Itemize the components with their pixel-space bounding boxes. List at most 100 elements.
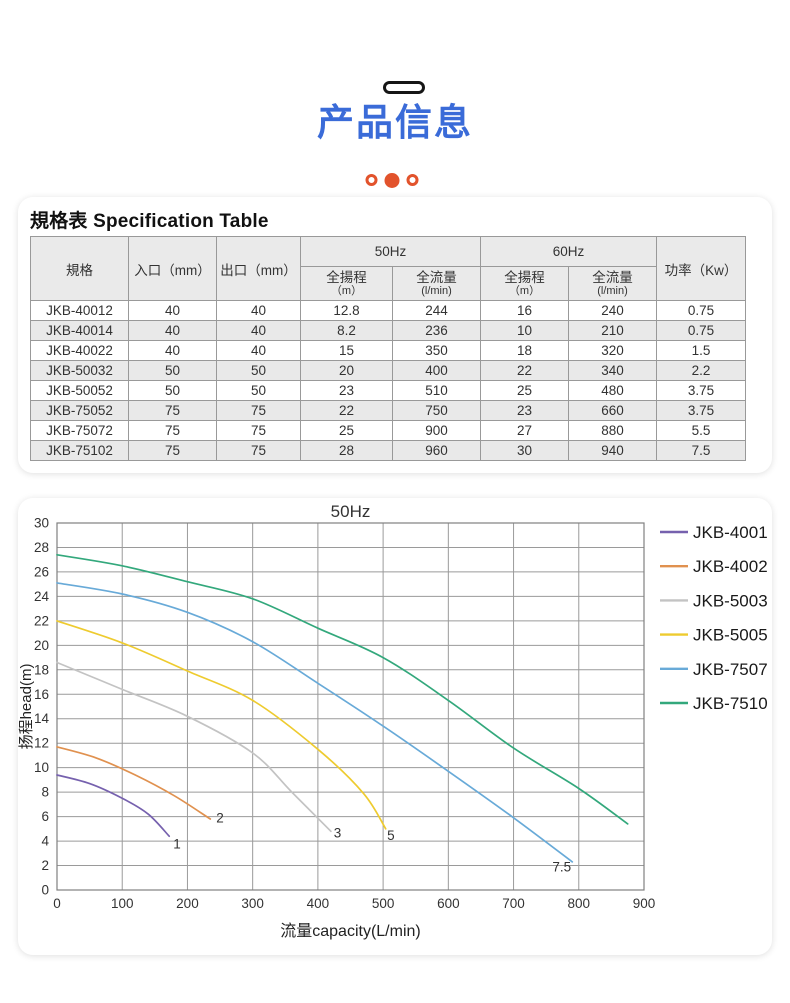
value-cell: 20 [300,360,393,381]
value-cell: 10 [480,320,570,341]
legend-label: JKB-7507 [693,660,768,679]
value-cell: 75 [128,400,217,421]
carousel-dots [365,171,419,189]
carousel-dot[interactable] [406,174,419,186]
x-tick-label: 500 [372,896,395,911]
value-cell: 3.75 [656,380,747,401]
value-cell: 40 [128,300,217,321]
y-tick-label: 2 [41,858,49,873]
performance-chart: 0 100 200 300 400 500 600 700 800 900024681012141… [18,502,768,940]
table-row: JKB-40022 40 40 15 350 18 320 1.5 [30,340,747,361]
spec-table: 規格 入口（mm） 出口（mm） 50Hz 60Hz 功率（Kw） 全揚程 （m） 全流量 (l/… [30,236,747,461]
y-tick-label: 16 [34,687,49,702]
value-cell: 40 [216,300,301,321]
chart-title: 50Hz [331,502,371,521]
curve-jkb-4002 [56,746,212,820]
value-cell: 340 [568,360,658,381]
value-cell: 22 [300,400,393,421]
curve-end-label: 1 [173,836,181,851]
y-tick-label: 22 [34,613,49,628]
table-row: JKB-75052 75 75 22 750 23 660 3.75 [30,400,747,421]
y-axis-label: 扬程head(m) [18,664,35,750]
value-cell: 236 [391,320,482,341]
value-cell: 244 [391,300,482,321]
value-cell: 27 [480,420,570,441]
value-cell: 0.75 [656,300,747,321]
value-cell: 75 [216,440,301,461]
column-subheader: 全揚程 （m） [300,266,393,301]
model-cell: JKB-40014 [30,320,129,341]
curve-jkb-4001 [56,774,171,838]
y-tick-label: 18 [34,662,49,677]
curve-jkb-7510 [56,553,629,825]
y-tick-label: 0 [41,883,49,898]
y-tick-label: 6 [41,809,49,824]
carousel-dot-active[interactable] [384,172,400,188]
value-cell: 75 [216,420,301,441]
table-row: JKB-50032 50 50 20 400 22 340 2.2 [30,360,747,381]
header-pill-decoration [383,81,425,94]
model-cell: JKB-50052 [30,380,129,401]
value-cell: 40 [128,320,217,341]
carousel-dot[interactable] [365,174,378,186]
x-tick-label: 200 [176,896,199,911]
y-tick-label: 30 [34,516,49,531]
plot-frame [56,522,645,891]
curve-end-label: 5 [387,828,395,843]
x-tick-label: 400 [307,896,330,911]
model-cell: JKB-40012 [30,300,129,321]
x-tick-label: 800 [568,896,591,911]
value-cell: 880 [568,420,658,441]
x-tick-label: 100 [111,896,134,911]
value-cell: 350 [391,340,482,361]
x-tick-label: 300 [241,896,264,911]
value-cell: 40 [216,340,301,361]
legend-label: JKB-7510 [693,694,768,713]
value-cell: 210 [568,320,658,341]
model-cell: JKB-50032 [30,360,129,381]
value-cell: 510 [391,380,482,401]
column-header: 出口（mm） [216,236,301,301]
value-cell: 25 [480,380,570,401]
table-row: JKB-40012 40 40 12.8 244 16 240 0.75 [30,300,747,321]
legend-label: JKB-5005 [693,626,768,645]
value-cell: 75 [216,400,301,421]
value-cell: 15 [300,340,393,361]
curve-jkb-5005 [56,620,387,830]
value-cell: 75 [128,420,217,441]
value-cell: 28 [300,440,393,461]
x-tick-label: 900 [633,896,656,911]
x-tick-label: 700 [502,896,525,911]
value-cell: 400 [391,360,482,381]
column-header: 入口（mm） [128,236,217,301]
value-cell: 23 [300,380,393,401]
curve-end-label: 7.5 [552,860,571,875]
y-tick-label: 20 [34,638,49,653]
x-tick-label: 600 [437,896,460,911]
y-tick-label: 28 [34,540,49,555]
column-header: 50Hz [299,236,482,267]
curve-end-label: 3 [334,825,342,840]
column-header: 功率（Kw） [656,236,747,301]
legend-label: JKB-4001 [693,523,768,542]
curve-jkb-7507 [56,582,574,863]
legend-label: JKB-5003 [693,591,768,610]
value-cell: 40 [128,340,217,361]
value-cell: 16 [480,300,570,321]
page-title: 产品信息 [317,102,473,143]
value-cell: 25 [300,420,393,441]
value-cell: 960 [391,440,482,461]
y-tick-label: 8 [41,785,49,800]
value-cell: 40 [216,320,301,341]
value-cell: 50 [128,380,217,401]
column-subheader: 全流量 (l/min) [391,266,482,301]
table-row: JKB-40014 40 40 8.2 236 10 210 0.75 [30,320,747,341]
column-header: 60Hz [480,236,658,267]
model-cell: JKB-75072 [30,420,129,441]
value-cell: 5.5 [656,420,747,441]
value-cell: 3.75 [656,400,747,421]
column-subheader: 全流量 (l/min) [568,266,658,301]
value-cell: 50 [128,360,217,381]
value-cell: 50 [216,360,301,381]
y-tick-label: 12 [34,736,49,751]
